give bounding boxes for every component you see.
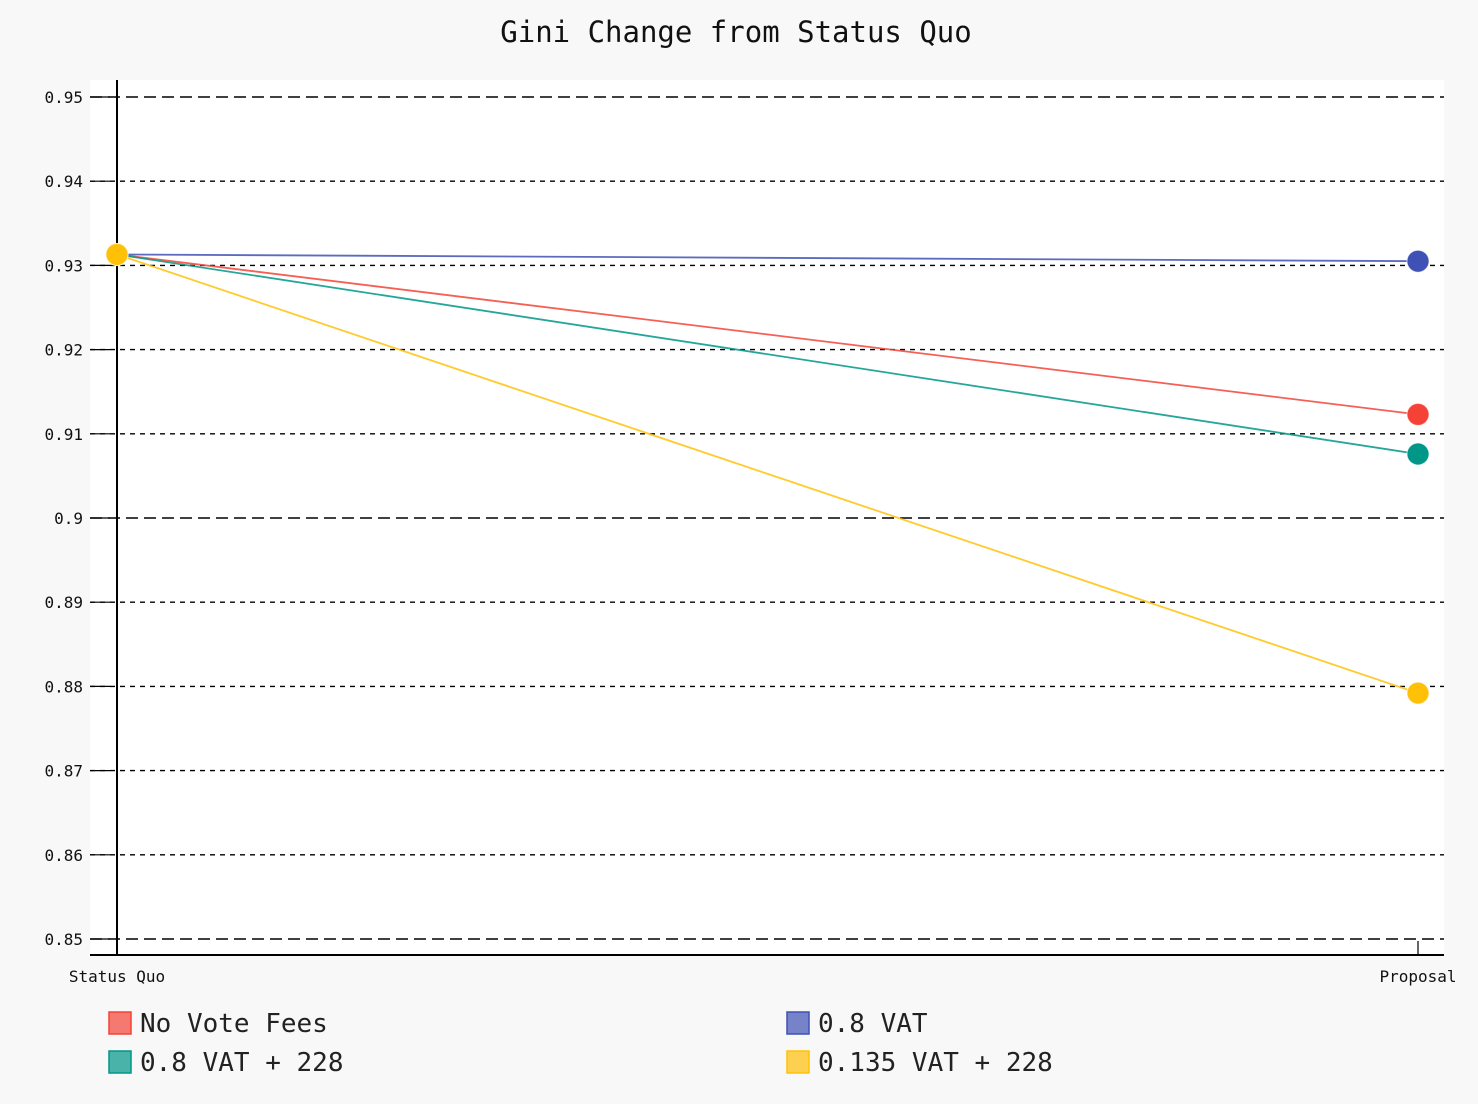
legend-swatch — [108, 1050, 132, 1074]
x-tick-label: Proposal — [1379, 967, 1456, 986]
legend-label: 0.8 VAT — [818, 1009, 928, 1039]
data-point — [1406, 442, 1430, 466]
y-tick-label: 0.91 — [44, 425, 83, 444]
y-tick-label: 0.9 — [54, 509, 83, 528]
legend: No Vote Fees 0.8 VAT 0.8 VAT + 228 0.135 VA… — [108, 1009, 1053, 1078]
legend-swatch — [786, 1050, 810, 1074]
data-point — [1406, 681, 1430, 705]
y-tick-label: 0.89 — [44, 593, 83, 612]
y-tick-label: 0.94 — [44, 172, 83, 191]
y-tick-label: 0.86 — [44, 846, 83, 865]
legend-swatch — [786, 1011, 810, 1035]
series-line — [116, 253, 1419, 263]
series-lines — [105, 242, 1430, 705]
legend-label: No Vote Fees — [140, 1009, 328, 1039]
series-line — [116, 253, 1419, 455]
data-point — [1406, 402, 1430, 426]
series-line — [116, 253, 1419, 416]
y-tick-label: 0.93 — [44, 256, 83, 275]
axes: 0.85 0.86 0.87 0.88 0.89 0.9 0.91 0.92 0.93 0.94 0… — [44, 80, 1457, 986]
series-line — [116, 253, 1419, 694]
data-point — [1406, 249, 1430, 273]
y-tick-label: 0.95 — [44, 88, 83, 107]
chart-title: Gini Change from Status Quo — [500, 15, 971, 49]
x-tick-label: Status Quo — [69, 967, 165, 986]
y-tick-label: 0.87 — [44, 762, 83, 781]
grid-lines — [90, 96, 1444, 940]
data-point — [105, 242, 129, 266]
y-tick-label: 0.92 — [44, 341, 83, 360]
legend-swatch — [108, 1011, 132, 1035]
legend-label: 0.135 VAT + 228 — [818, 1048, 1053, 1078]
y-tick-label: 0.88 — [44, 677, 83, 696]
y-tick-label: 0.85 — [44, 930, 83, 949]
legend-label: 0.8 VAT + 228 — [140, 1048, 344, 1078]
